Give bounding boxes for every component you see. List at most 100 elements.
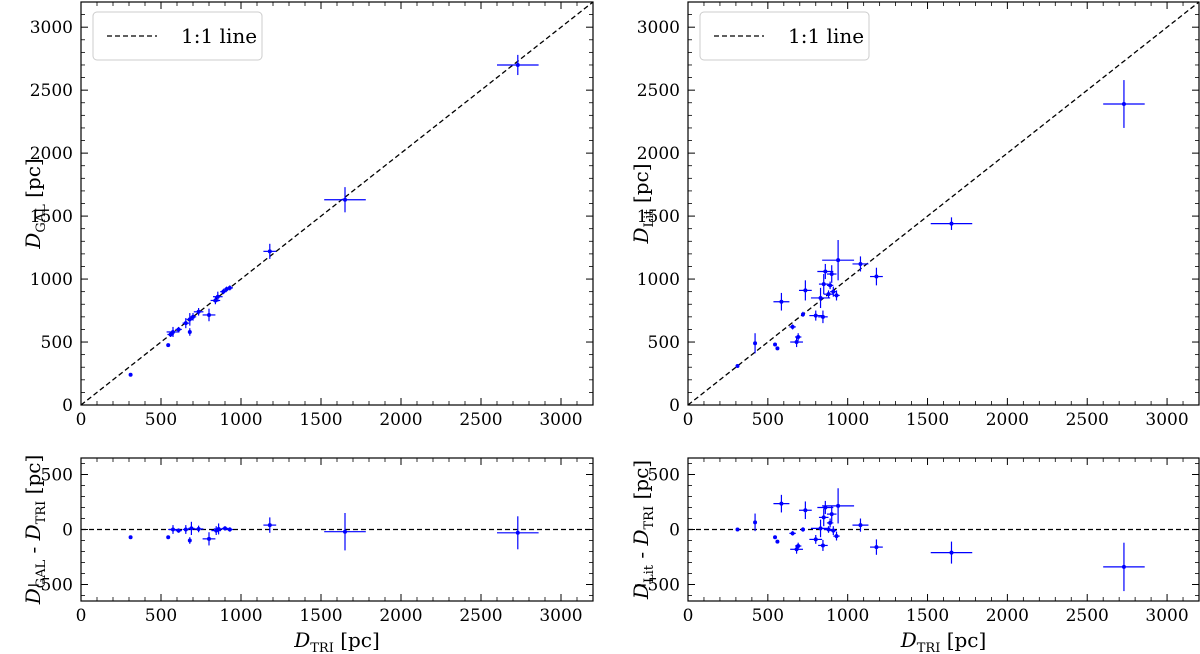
y-tick-label: 1000 [30,270,73,290]
data-point [213,291,223,302]
panel-top-right: 0 500 1000 1500 2000 2500 3000 0 500 1000 1500 2000… [629,1,1200,430]
point-marker [800,312,805,317]
point-marker [1121,564,1126,569]
data-point [213,523,224,535]
data-point [187,328,192,336]
data-point [166,535,171,540]
data-point [221,526,229,531]
point-marker [823,505,828,510]
point-marker [800,527,805,532]
x-tick-label: 1500 [299,410,342,430]
x-tick-label: 1000 [219,606,262,626]
x-tick-label: 500 [145,606,177,626]
point-marker [803,508,808,513]
y-tick-label: 1000 [637,270,680,290]
data-point [870,267,883,286]
data-point [800,311,805,317]
point-marker [858,261,863,266]
point-marker [775,346,780,351]
y-tick-label: 2500 [637,81,680,101]
y-tick-label: 0 [62,521,73,541]
point-marker [821,282,826,287]
data-point [175,326,182,332]
point-marker [207,312,211,317]
data-point [822,240,855,281]
data-point [735,363,740,368]
x-tick-label: 1000 [219,410,262,430]
data-point [186,313,193,326]
y-tick-label: 1500 [30,207,73,227]
data-point [182,318,189,329]
y-axis-label: DGAL - DTRI [pc] [21,455,49,606]
point-marker [813,537,818,542]
data-point [852,518,869,532]
point-marker [221,289,226,294]
point-marker [171,329,175,334]
data-point [818,539,828,551]
point-marker [215,294,220,299]
data-point [775,539,780,544]
point-marker [128,372,133,377]
point-marker [834,534,839,539]
data-point [166,343,171,348]
point-marker [831,528,836,533]
point-marker [779,501,784,506]
data-point [189,313,197,321]
point-marker [343,529,347,534]
data-point [166,326,180,337]
point-marker [189,526,194,531]
data-point [226,527,233,532]
point-marker [187,538,192,543]
point-marker [171,527,175,532]
data-point [830,526,837,535]
data-point [822,488,855,524]
data-point [789,531,796,536]
point-marker [821,515,826,520]
data-point [735,527,740,532]
point-marker [796,544,801,548]
x-tick-label: 3000 [539,410,582,430]
y-tick-label: 500 [41,333,73,353]
panel-top-left: 0 500 1000 1500 2000 2500 3000 0 500 1000 1500 2000… [21,1,594,430]
point-marker [1121,102,1126,107]
data-point [817,500,834,515]
point-marker [790,531,795,536]
data-point [790,336,803,348]
y-tick-label: −500 [26,576,73,596]
point-marker [183,321,188,326]
point-marker [267,523,272,528]
data-point [210,296,221,305]
data-point [833,531,840,541]
x-tick-label: 2000 [986,410,1029,430]
data-point [753,333,758,354]
data-point [809,310,823,321]
x-tick-label: 2000 [986,606,1029,626]
point-marker [858,523,863,528]
data-point [753,513,758,532]
legend: 1:1 line [699,11,870,61]
point-marker [949,221,954,226]
point-marker [828,283,833,288]
data-point [202,532,216,546]
point-marker [836,258,841,263]
x-axis-label: DTRI [pc] [900,628,987,654]
point-marker [196,309,201,314]
y-tick-label: −500 [633,576,680,596]
point-marker [343,197,347,202]
point-marker [187,317,192,322]
y-tick-label: 2500 [30,81,73,101]
point-marker [166,343,171,348]
data-point [798,280,812,301]
y-axis-label: DLit [pc] [629,163,657,244]
data-point [497,54,539,76]
point-marker [267,249,272,254]
y-tick-label: 0 [669,396,680,416]
point-marker [823,269,828,274]
x-tick-label: 0 [683,410,694,430]
point-marker [796,334,801,339]
data-point [188,521,195,535]
point-marker [820,314,825,319]
y-tick-label: 0 [62,396,73,416]
point-marker [790,324,795,329]
